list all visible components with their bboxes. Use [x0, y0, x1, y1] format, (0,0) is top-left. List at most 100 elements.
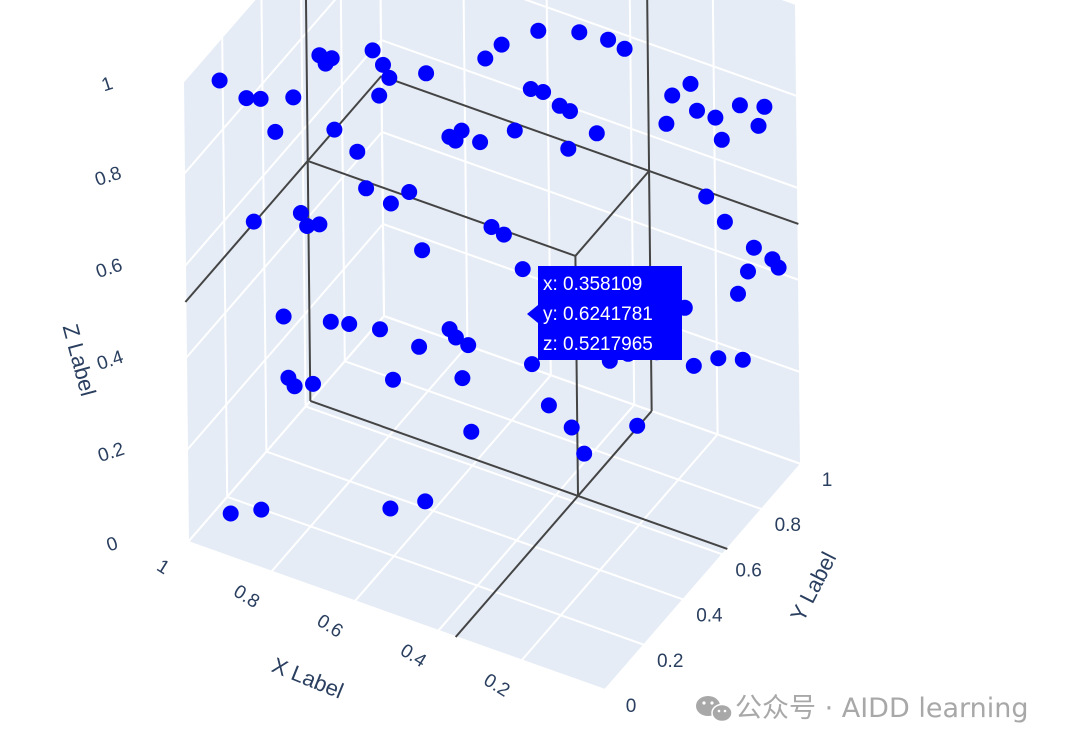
data-point[interactable]: [460, 337, 477, 354]
data-point[interactable]: [382, 195, 399, 212]
data-point[interactable]: [576, 445, 593, 462]
data-point[interactable]: [411, 338, 428, 355]
z-tick-label: 0.2: [95, 439, 127, 467]
data-point[interactable]: [292, 205, 309, 221]
data-point[interactable]: [375, 56, 391, 73]
data-point[interactable]: [629, 417, 646, 434]
data-point[interactable]: [522, 81, 539, 97]
y-tick-label: 0.2: [657, 651, 683, 672]
wechat-icon: [696, 696, 733, 723]
z-tick-label: 0.8: [92, 163, 124, 191]
tooltip-box: [538, 266, 682, 360]
grid-line: [520, 433, 719, 662]
data-point[interactable]: [571, 24, 588, 41]
data-point[interactable]: [322, 313, 339, 330]
data-point[interactable]: [285, 89, 302, 106]
data-point[interactable]: [385, 371, 401, 388]
data-point[interactable]: [698, 188, 715, 205]
data-point[interactable]: [506, 122, 523, 139]
data-point[interactable]: [418, 65, 435, 82]
data-point[interactable]: [286, 378, 303, 395]
data-point[interactable]: [472, 134, 489, 151]
data-point[interactable]: [588, 125, 605, 142]
grid-line: [300, 0, 307, 407]
data-point[interactable]: [252, 90, 269, 107]
data-point[interactable]: [401, 184, 418, 200]
data-point[interactable]: [493, 36, 510, 53]
data-point[interactable]: [483, 219, 500, 235]
data-point[interactable]: [682, 75, 699, 92]
data-point[interactable]: [563, 419, 580, 436]
data-point[interactable]: [731, 97, 748, 114]
data-point[interactable]: [495, 226, 512, 243]
data-point[interactable]: [275, 308, 292, 325]
data-point[interactable]: [685, 357, 702, 374]
data-point[interactable]: [326, 121, 343, 138]
data-point[interactable]: [372, 321, 388, 338]
data-point[interactable]: [740, 263, 756, 280]
axis-walls: [183, 0, 801, 690]
data-point[interactable]: [305, 375, 321, 392]
floor-crosshair: [454, 410, 653, 638]
data-point[interactable]: [707, 109, 724, 126]
y-tick-label: 1: [822, 470, 833, 491]
data-point[interactable]: [734, 351, 751, 368]
data-point[interactable]: [716, 213, 733, 230]
data-point[interactable]: [371, 87, 388, 104]
data-point[interactable]: [222, 505, 239, 522]
x-tick-label: 0.4: [396, 640, 430, 672]
grid-line: [462, 0, 469, 346]
data-point[interactable]: [600, 31, 617, 48]
x-tick-label: 1: [153, 556, 173, 579]
data-point[interactable]: [238, 90, 255, 107]
data-point[interactable]: [514, 261, 531, 278]
x-tick-label: 0.2: [480, 670, 514, 702]
grid-line: [381, 131, 800, 281]
grid-line: [379, 0, 385, 317]
data-point[interactable]: [710, 350, 727, 367]
data-point[interactable]: [454, 370, 471, 387]
data-point[interactable]: [381, 69, 398, 86]
data-point[interactable]: [560, 140, 577, 157]
data-point[interactable]: [770, 259, 787, 276]
floor-crosshair: [310, 399, 728, 550]
data-point[interactable]: [477, 50, 494, 67]
data-point[interactable]: [713, 131, 730, 148]
data-point[interactable]: [730, 285, 746, 302]
data-point[interactable]: [664, 87, 681, 104]
data-point[interactable]: [299, 218, 316, 234]
data-point[interactable]: [562, 103, 578, 120]
data-point[interactable]: [463, 423, 480, 440]
data-point[interactable]: [341, 316, 358, 332]
grid-line: [380, 39, 799, 189]
data-point[interactable]: [447, 132, 464, 149]
data-point[interactable]: [253, 501, 270, 518]
data-point[interactable]: [535, 84, 552, 100]
data-point[interactable]: [616, 40, 633, 57]
data-point[interactable]: [540, 397, 557, 414]
data-point[interactable]: [358, 180, 375, 197]
tooltip-pointer: [527, 305, 538, 323]
data-point[interactable]: [756, 98, 773, 115]
data-point[interactable]: [311, 216, 328, 233]
data-point[interactable]: [349, 143, 366, 160]
data-point[interactable]: [745, 239, 762, 256]
data-point[interactable]: [689, 102, 705, 119]
data-point[interactable]: [267, 123, 284, 140]
data-point[interactable]: [417, 493, 434, 510]
data-point[interactable]: [211, 72, 228, 89]
data-point[interactable]: [524, 356, 540, 373]
data-point[interactable]: [530, 22, 547, 39]
data-point[interactable]: [414, 242, 431, 259]
data-point[interactable]: [658, 115, 675, 132]
data-points[interactable]: [211, 22, 787, 522]
data-point[interactable]: [317, 55, 334, 72]
data-point[interactable]: [382, 500, 399, 517]
data-point[interactable]: [750, 117, 767, 134]
z-tick-label: 0: [104, 533, 121, 556]
data-point[interactable]: [364, 42, 381, 59]
data-point[interactable]: [447, 329, 464, 346]
data-point[interactable]: [245, 213, 262, 230]
hover-tooltip: x: 0.358109 y: 0.6241781 z: 0.5217965: [527, 266, 682, 360]
